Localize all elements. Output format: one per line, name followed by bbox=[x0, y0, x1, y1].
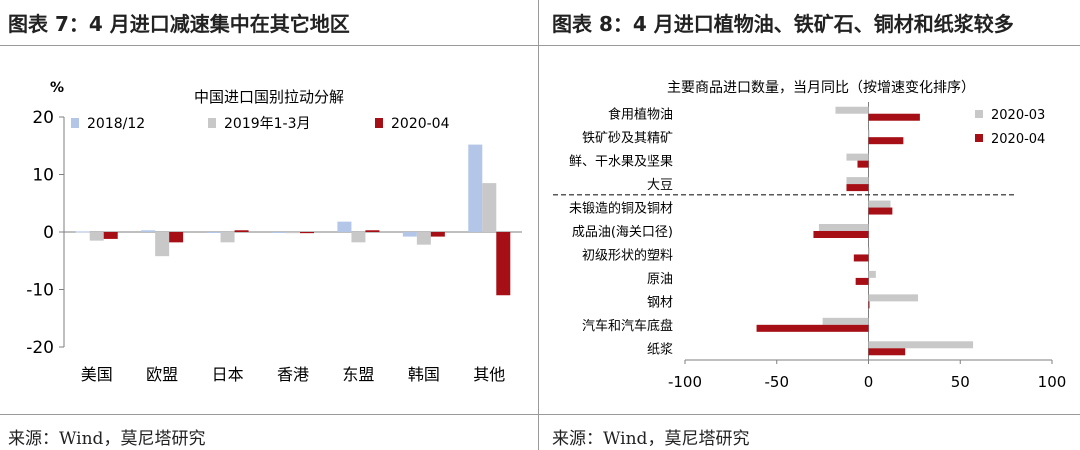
right-category-label: 钢材 bbox=[647, 295, 673, 310]
right-bar bbox=[868, 247, 870, 255]
left-y-tick-label: 10 bbox=[32, 166, 54, 186]
left-bar bbox=[206, 232, 221, 233]
right-x-tick-label: 100 bbox=[1038, 373, 1067, 391]
right-bar bbox=[868, 301, 870, 309]
right-x-tick-label: -100 bbox=[668, 373, 702, 391]
panel-divider bbox=[538, 0, 539, 450]
right-x-tick-label: -50 bbox=[765, 373, 790, 391]
left-legend-label: 2020-04 bbox=[391, 116, 450, 132]
right-category-label: 大豆 bbox=[647, 178, 673, 193]
left-bar bbox=[141, 230, 156, 232]
left-bar bbox=[286, 232, 300, 234]
left-bar bbox=[496, 232, 511, 296]
right-bar bbox=[868, 270, 876, 278]
right-chart-title: 主要商品进口数量，当月同比（按增速变化排序） bbox=[667, 80, 975, 96]
left-legend-label: 2019年1-3月 bbox=[224, 116, 311, 132]
left-bar bbox=[75, 231, 90, 233]
right-category-label: 汽车和汽车底盘 bbox=[582, 318, 673, 334]
right-legend-swatch bbox=[975, 110, 983, 118]
left-bar bbox=[155, 232, 170, 257]
right-panel-title: 图表 8：4 月进口植物油、铁矿石、铜材和纸浆较多 bbox=[552, 12, 1014, 36]
left-panel-title: 图表 7：4 月进口减速集中在其它地区 bbox=[8, 12, 350, 36]
left-bar bbox=[416, 232, 431, 245]
left-y-tick-label: 20 bbox=[32, 108, 54, 128]
right-category-label: 原油 bbox=[647, 272, 673, 287]
right-bar bbox=[756, 324, 869, 332]
right-legend-label: 2020-04 bbox=[991, 132, 1045, 147]
left-y-tick-label: -20 bbox=[26, 338, 54, 358]
right-category-label: 铁矿砂及其精矿 bbox=[582, 131, 673, 146]
left-source-note: 来源：Wind，莫尼塔研究 bbox=[8, 429, 206, 449]
right-x-tick-label: 0 bbox=[864, 373, 874, 391]
right-bar bbox=[868, 137, 904, 145]
left-bar bbox=[337, 221, 352, 232]
header-divider bbox=[0, 45, 1080, 46]
left-bar bbox=[103, 232, 118, 239]
left-bar bbox=[482, 183, 497, 232]
right-bar bbox=[868, 348, 906, 356]
right-bar bbox=[855, 277, 869, 285]
left-bar bbox=[351, 232, 366, 243]
left-bar bbox=[402, 232, 417, 237]
right-bar bbox=[868, 113, 920, 121]
left-bar bbox=[365, 230, 380, 232]
left-y-tick-label: 0 bbox=[43, 223, 54, 243]
left-category-label: 东盟 bbox=[342, 365, 374, 384]
left-bar bbox=[89, 232, 104, 241]
left-chart-svg: 中国进口国别拉动分解 % 20 10 0 -10 -20 美国 欧盟 日本 香港 东盟 韩国 其他 2… bbox=[26, 80, 522, 384]
right-bar bbox=[846, 153, 869, 161]
right-category-label: 未锻造的铜及铜材 bbox=[569, 201, 673, 217]
left-bar bbox=[272, 232, 286, 233]
left-bar bbox=[468, 144, 483, 232]
right-bar bbox=[868, 130, 870, 138]
left-bar bbox=[220, 232, 235, 243]
left-y-tick-label: -10 bbox=[26, 281, 54, 301]
right-bar bbox=[846, 177, 869, 185]
right-bar bbox=[868, 294, 919, 302]
right-legend-label: 2020-03 bbox=[991, 108, 1045, 123]
right-source-note: 来源：Wind，莫尼塔研究 bbox=[552, 429, 750, 449]
right-legend-swatch bbox=[975, 134, 983, 142]
left-legend-label: 2018/12 bbox=[87, 116, 145, 132]
right-bar bbox=[813, 231, 869, 238]
left-chart-title: 中国进口国别拉动分解 bbox=[194, 88, 344, 106]
left-category-label: 欧盟 bbox=[146, 365, 178, 384]
right-bar bbox=[857, 160, 869, 168]
right-bar bbox=[868, 207, 893, 215]
right-category-label: 初级形状的塑料 bbox=[582, 247, 673, 263]
left-category-label: 香港 bbox=[277, 365, 309, 384]
left-category-label: 韩国 bbox=[408, 365, 440, 384]
left-bar bbox=[300, 232, 314, 234]
right-bar bbox=[822, 317, 869, 325]
left-legend-swatch bbox=[375, 118, 383, 128]
footer-divider bbox=[0, 414, 1080, 415]
left-bar bbox=[169, 232, 184, 243]
left-legend-swatch bbox=[208, 118, 216, 128]
right-category-label: 食用植物油 bbox=[608, 107, 673, 123]
left-bar bbox=[234, 230, 249, 232]
left-category-label: 其他 bbox=[473, 365, 505, 384]
right-chart-svg: 主要商品进口数量，当月同比（按增速变化排序） -100 -50 0 50 100 食用植物… bbox=[553, 80, 1067, 391]
right-bar bbox=[835, 106, 869, 114]
right-bar bbox=[818, 224, 869, 231]
left-category-label: 美国 bbox=[81, 365, 113, 384]
left-bar bbox=[430, 232, 445, 237]
left-legend-swatch bbox=[71, 118, 79, 128]
right-bar bbox=[868, 200, 891, 208]
left-category-label: 日本 bbox=[212, 365, 244, 384]
right-x-tick-label: 50 bbox=[951, 373, 970, 391]
right-category-label: 鲜、干水果及坚果 bbox=[569, 155, 673, 170]
right-category-label: 成品油(海关口径) bbox=[572, 225, 673, 240]
right-bar bbox=[868, 341, 974, 349]
right-bar bbox=[853, 254, 869, 262]
left-y-axis-unit: % bbox=[50, 80, 64, 96]
right-category-label: 纸浆 bbox=[647, 342, 673, 357]
right-bar bbox=[846, 184, 869, 192]
